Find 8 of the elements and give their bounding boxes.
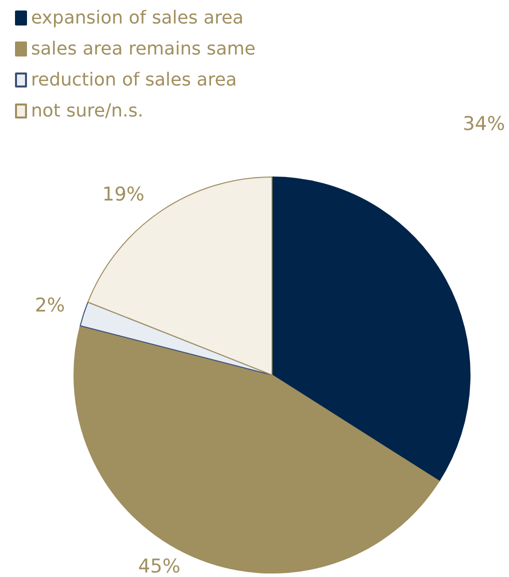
legend-label: reduction of sales area — [31, 70, 237, 90]
data-label: 2% — [34, 294, 65, 316]
legend-label: sales area remains same — [31, 38, 256, 60]
legend-label: not sure/n.s. — [31, 100, 144, 122]
data-label: 45% — [138, 556, 180, 577]
data-label: 34% — [462, 113, 505, 135]
legend-label: expansion of sales area — [31, 8, 244, 28]
data-label: 19% — [102, 184, 144, 206]
